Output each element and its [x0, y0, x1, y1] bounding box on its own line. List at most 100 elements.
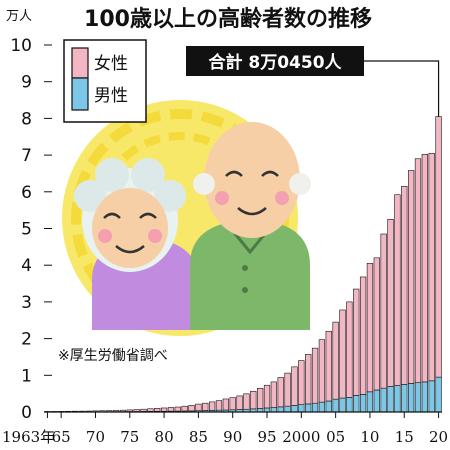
bar-female-1981 [167, 407, 175, 412]
bar-female-2015 [401, 185, 408, 385]
grandfather-figure [190, 122, 311, 330]
bar-female-2013 [387, 219, 394, 387]
bar-male-2006 [339, 397, 346, 413]
bar-female-2018 [421, 154, 428, 383]
bar-female-1990 [229, 397, 236, 411]
bar-female-1984 [188, 405, 195, 412]
total-leader-line [364, 60, 440, 117]
bar-series [44, 116, 442, 413]
bar-female-1991 [236, 395, 243, 410]
bar-male-2005 [332, 398, 339, 413]
bar-male-1995 [263, 407, 271, 413]
bar-female-2020 [435, 116, 442, 378]
bar-male-1999 [291, 405, 298, 413]
bar-male-1997 [277, 406, 284, 413]
bar-male-2011 [373, 389, 380, 413]
x-tick-label: 2000 [282, 428, 320, 446]
y-tick-label: 6 [21, 183, 32, 203]
bar-female-1976 [133, 409, 140, 412]
bar-female-1994 [257, 388, 264, 409]
bar-female-1997 [277, 377, 284, 408]
bar-female-2019 [428, 152, 435, 382]
bar-female-2000 [298, 360, 305, 405]
bar-female-1975 [126, 409, 133, 412]
elderly-couple-illustration [62, 100, 311, 336]
x-tick-label: 90 [223, 428, 242, 446]
bar-female-1987 [208, 401, 216, 411]
x-tick-label: 80 [155, 428, 174, 446]
bar-female-2011 [373, 257, 380, 391]
bar-female-2012 [380, 233, 387, 389]
bar-male-2015 [401, 384, 408, 413]
bar-female-2005 [332, 321, 339, 400]
bar-male-1998 [284, 405, 291, 413]
y-tick-label: 7 [21, 146, 32, 166]
bar-female-1998 [284, 372, 291, 407]
bar-male-2013 [387, 386, 394, 413]
source-note: ※厚生労働省調べ [58, 348, 168, 364]
bar-female-2014 [394, 194, 401, 386]
bar-female-1989 [222, 398, 229, 411]
x-tick-label: 85 [189, 428, 208, 446]
bar-male-2014 [394, 385, 401, 413]
bar-female-2010 [366, 263, 374, 393]
y-tick-label: 5 [21, 220, 32, 240]
bar-male-2007 [346, 397, 353, 413]
y-tick-label: 10 [10, 36, 32, 56]
legend: 女性 男性 [63, 39, 147, 123]
bar-male-2009 [359, 394, 367, 413]
bar-male-1996 [270, 407, 278, 413]
bar-male-2020 [435, 376, 442, 413]
bar-female-2009 [359, 276, 367, 395]
x-tick-label: 15 [395, 428, 414, 446]
bar-female-1995 [263, 384, 271, 409]
legend-female-label: 女性 [94, 54, 128, 74]
bar-male-2000 [298, 404, 305, 413]
x-tick-label: 1963年 [2, 428, 55, 446]
y-tick-label: 8 [21, 109, 32, 129]
y-tick-label: 3 [21, 293, 32, 313]
bar-female-2008 [353, 288, 360, 396]
x-tick-label: 95 [257, 428, 276, 446]
total-label: 合計 8万0450人 [208, 52, 342, 73]
bar-female-2006 [339, 309, 346, 399]
y-tick-label: 2 [21, 330, 32, 350]
bar-female-1993 [250, 390, 257, 410]
bar-female-1978 [147, 408, 154, 412]
x-tick-label: 10 [360, 428, 379, 446]
bar-female-1979 [154, 408, 161, 412]
x-tick-label: 20 [429, 428, 448, 446]
bar-female-1986 [202, 402, 209, 411]
bar-female-1996 [270, 381, 278, 408]
y-tick-label: 0 [21, 403, 32, 423]
bar-male-2012 [380, 387, 387, 413]
y-tick-label: 1 [21, 366, 32, 386]
bar-male-2003 [318, 401, 326, 413]
bar-male-2010 [366, 391, 374, 413]
chart-title: 100歳以上の高齢者数の推移 [84, 6, 372, 32]
bar-female-1985 [195, 403, 202, 412]
bar-male-2018 [421, 381, 428, 413]
bar-female-2002 [311, 347, 319, 404]
bar-female-1988 [215, 400, 223, 411]
grandmother-figure [74, 158, 198, 330]
legend-female-swatch [71, 47, 89, 79]
bar-female-1983 [181, 405, 188, 412]
y-tick-label: 9 [21, 73, 32, 93]
y-axis-ticks: 0 1 2 3 4 5 6 7 8 9 10 [10, 36, 32, 423]
legend-male-label: 男性 [94, 86, 128, 106]
bar-male-2016 [407, 383, 415, 413]
bar-male-2004 [325, 400, 332, 413]
bar-female-1992 [243, 393, 250, 410]
bar-female-1977 [140, 408, 147, 412]
total-callout: 合計 8万0450人 [186, 46, 440, 117]
unit-label: 万人 [6, 9, 32, 24]
x-tick-label: 75 [120, 428, 139, 446]
x-tick-label: 05 [326, 428, 345, 446]
bar-female-2016 [407, 170, 415, 384]
legend-male-swatch [71, 77, 89, 111]
bar-female-1999 [291, 366, 298, 406]
bar-female-2003 [318, 339, 326, 403]
